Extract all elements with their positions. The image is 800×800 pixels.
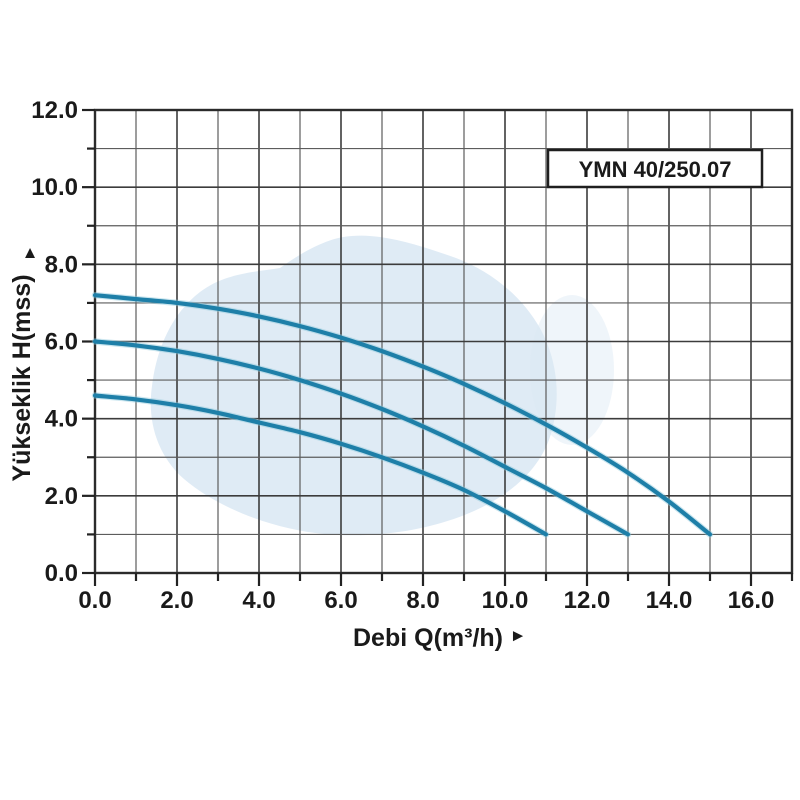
watermark-blob [150,235,557,536]
x-tick-label: 16.0 [728,587,775,614]
pump-curve-bottom [92,393,549,537]
y-tick-label: 6.0 [45,329,78,356]
pump-curves [91,291,714,538]
x-tick-label: 4.0 [242,587,275,614]
x-tick-label: 0.0 [78,587,111,614]
x-axis-arrow-icon: ► [510,626,527,645]
pump-curve-middle [92,339,631,537]
y-tick-label: 4.0 [45,406,78,433]
y-axis-title: Yükseklik H(mss) [8,274,36,481]
y-tick-label: 10.0 [31,174,78,201]
y-axis-arrow-icon: ▲ [22,243,39,262]
watermark-haze [530,295,614,445]
axis-ticks [82,108,794,586]
x-tick-label: 10.0 [482,587,529,614]
model-label: YMN 40/250.07 [579,157,732,182]
x-tick-label: 14.0 [646,587,693,614]
y-tick-label: 12.0 [31,97,78,124]
pump-curve-top [92,293,713,537]
x-tick-label: 12.0 [564,587,611,614]
model-label-box [546,148,764,189]
y-tick-label: 2.0 [45,483,78,510]
x-axis-title: Debi Q(m³/h) [353,624,503,652]
y-tick-label: 0.0 [45,560,78,587]
y-tick-label: 8.0 [45,251,78,278]
axis-tick-labels: 0.0 2.0 4.0 6.0 8.0 10.0 12.0 14.0 16.0 0.0 2.0 4.0… [31,97,774,614]
x-tick-label: 6.0 [324,587,357,614]
x-tick-label: 2.0 [160,587,193,614]
x-tick-label: 8.0 [406,587,439,614]
